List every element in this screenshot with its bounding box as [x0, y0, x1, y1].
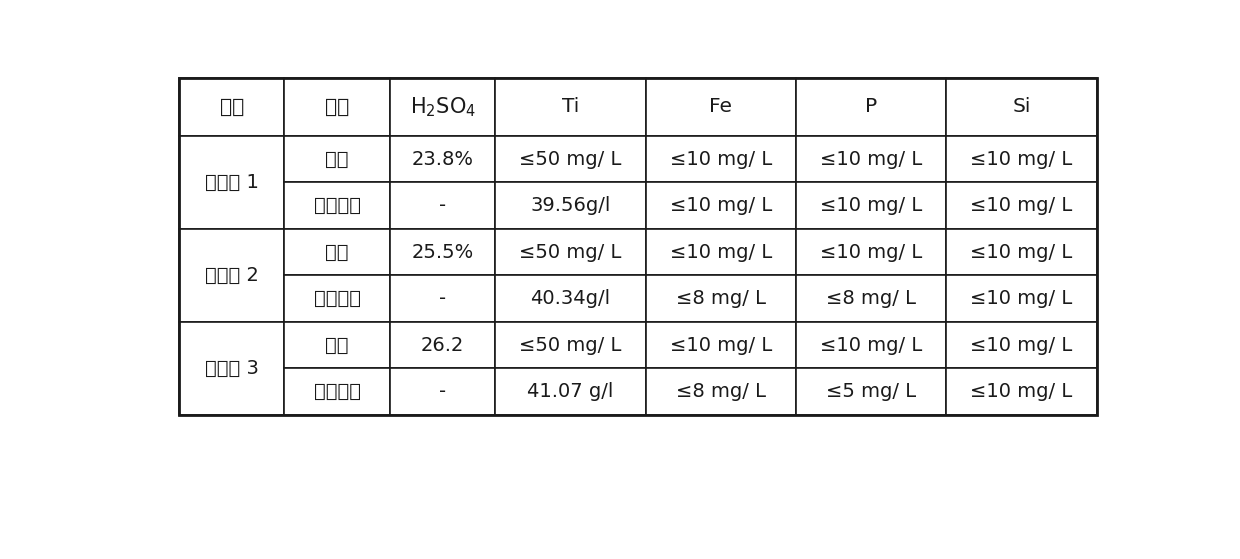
Bar: [946, 276, 1096, 322]
Bar: [389, 182, 495, 229]
Text: ≤10 mg/ L: ≤10 mg/ L: [670, 335, 773, 354]
Bar: [495, 276, 646, 322]
Text: ≤10 mg/ L: ≤10 mg/ L: [670, 243, 773, 262]
Bar: [284, 229, 389, 276]
Text: ≤10 mg/ L: ≤10 mg/ L: [820, 335, 923, 354]
Text: ≤8 mg/ L: ≤8 mg/ L: [826, 289, 916, 308]
Text: 23.8%: 23.8%: [412, 150, 474, 169]
Bar: [796, 182, 946, 229]
Text: 硫酸: 硫酸: [325, 150, 348, 169]
Text: ≤10 mg/ L: ≤10 mg/ L: [820, 196, 923, 215]
Text: 26.2: 26.2: [420, 335, 464, 354]
Bar: [284, 368, 389, 415]
Bar: [646, 322, 796, 368]
Bar: [796, 276, 946, 322]
Bar: [495, 368, 646, 415]
Bar: [389, 276, 495, 322]
Text: 实施例 1: 实施例 1: [205, 173, 259, 192]
Bar: [646, 276, 796, 322]
Bar: [796, 78, 946, 136]
Text: 40.34g/l: 40.34g/l: [531, 289, 610, 308]
Bar: [284, 136, 389, 182]
Bar: [179, 229, 284, 322]
Bar: [796, 229, 946, 276]
Text: ≤10 mg/ L: ≤10 mg/ L: [670, 150, 773, 169]
Bar: [179, 78, 1096, 415]
Text: ≤50 mg/ L: ≤50 mg/ L: [520, 243, 621, 262]
Text: 25.5%: 25.5%: [412, 243, 474, 262]
Text: ≤50 mg/ L: ≤50 mg/ L: [520, 335, 621, 354]
Bar: [389, 368, 495, 415]
Text: 硫酸: 硫酸: [325, 243, 348, 262]
Text: -: -: [439, 289, 446, 308]
Text: ≤10 mg/ L: ≤10 mg/ L: [820, 150, 923, 169]
Bar: [284, 78, 389, 136]
Text: ≤10 mg/ L: ≤10 mg/ L: [971, 289, 1073, 308]
Bar: [179, 78, 284, 136]
Bar: [946, 136, 1096, 182]
Text: ≤10 mg/ L: ≤10 mg/ L: [971, 150, 1073, 169]
Bar: [495, 322, 646, 368]
Text: ≤50 mg/ L: ≤50 mg/ L: [520, 150, 621, 169]
Bar: [179, 136, 284, 229]
Text: ≤8 mg/ L: ≤8 mg/ L: [676, 289, 766, 308]
Text: 含钛溶液: 含钛溶液: [314, 196, 361, 215]
Bar: [796, 322, 946, 368]
Bar: [646, 229, 796, 276]
Bar: [646, 182, 796, 229]
Text: -: -: [439, 382, 446, 401]
Bar: [389, 78, 495, 136]
Text: 编号: 编号: [219, 97, 244, 116]
Text: 项目: 项目: [325, 97, 350, 116]
Bar: [389, 322, 495, 368]
Bar: [796, 368, 946, 415]
Text: ≤10 mg/ L: ≤10 mg/ L: [670, 196, 773, 215]
Bar: [946, 322, 1096, 368]
Text: P: P: [866, 97, 878, 116]
Text: Si: Si: [1012, 97, 1030, 116]
Text: 硫酸: 硫酸: [325, 335, 348, 354]
Bar: [946, 229, 1096, 276]
Text: -: -: [439, 196, 446, 215]
Text: Fe: Fe: [709, 97, 733, 116]
Bar: [389, 229, 495, 276]
Bar: [796, 136, 946, 182]
Text: 实施例 3: 实施例 3: [205, 359, 259, 378]
Bar: [946, 182, 1096, 229]
Bar: [389, 136, 495, 182]
Text: ≤10 mg/ L: ≤10 mg/ L: [971, 196, 1073, 215]
Text: ≤10 mg/ L: ≤10 mg/ L: [820, 243, 923, 262]
Bar: [946, 368, 1096, 415]
Bar: [495, 78, 646, 136]
Text: 实施例 2: 实施例 2: [205, 266, 259, 285]
Text: ≤5 mg/ L: ≤5 mg/ L: [826, 382, 916, 401]
Text: 39.56g/l: 39.56g/l: [531, 196, 611, 215]
Bar: [646, 78, 796, 136]
Bar: [646, 368, 796, 415]
Bar: [495, 136, 646, 182]
Text: ≤10 mg/ L: ≤10 mg/ L: [971, 243, 1073, 262]
Bar: [646, 136, 796, 182]
Text: 41.07 g/l: 41.07 g/l: [527, 382, 614, 401]
Bar: [495, 182, 646, 229]
Text: ≤10 mg/ L: ≤10 mg/ L: [971, 382, 1073, 401]
Bar: [946, 78, 1096, 136]
Text: $\mathrm{H_2SO_4}$: $\mathrm{H_2SO_4}$: [409, 95, 476, 119]
Text: ≤10 mg/ L: ≤10 mg/ L: [971, 335, 1073, 354]
Text: Ti: Ti: [562, 97, 579, 116]
Text: 含钛溶液: 含钛溶液: [314, 289, 361, 308]
Text: ≤8 mg/ L: ≤8 mg/ L: [676, 382, 766, 401]
Bar: [284, 276, 389, 322]
Bar: [179, 322, 284, 415]
Bar: [284, 182, 389, 229]
Text: 含钛溶液: 含钛溶液: [314, 382, 361, 401]
Bar: [495, 229, 646, 276]
Bar: [284, 322, 389, 368]
